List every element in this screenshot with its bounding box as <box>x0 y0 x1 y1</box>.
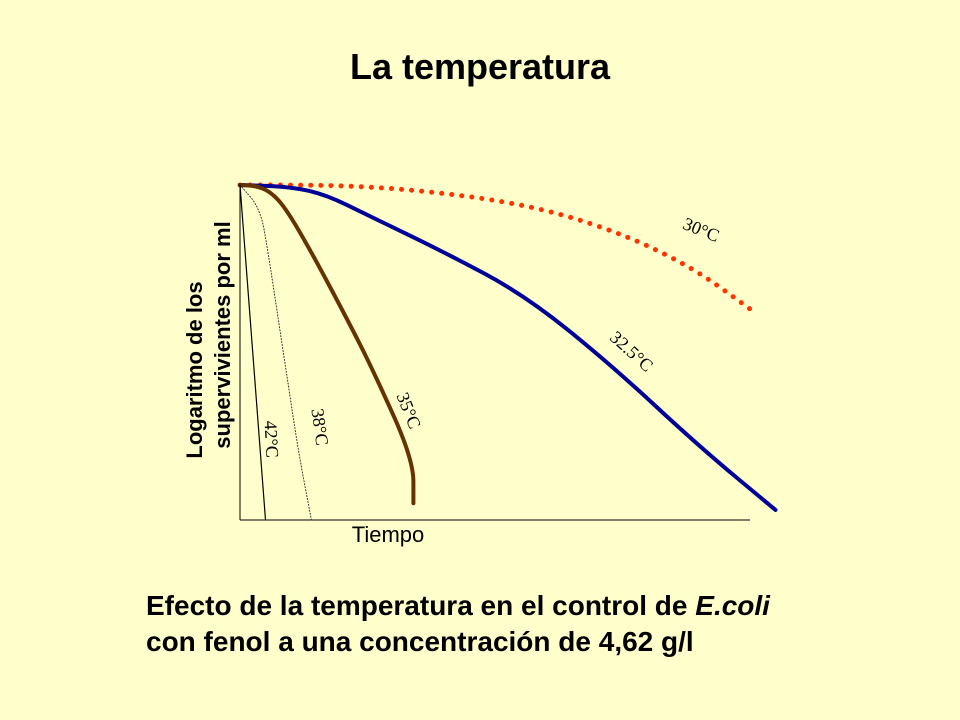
caption-text-part1: Efecto de la temperatura en el control d… <box>146 590 696 621</box>
curve-35c <box>238 183 416 506</box>
caption-organism: E.coli <box>695 590 770 621</box>
curve-label-38c: 38°C <box>307 407 332 447</box>
chart-curves <box>237 182 778 521</box>
slide-title: La temperatura <box>349 46 611 87</box>
y-axis-label-line1: Logaritmo de los <box>182 281 207 458</box>
chart-curve-labels: 30°C32.5°C35°C38°C42°C <box>261 213 723 458</box>
x-axis-label: Tiempo <box>352 522 425 547</box>
curve-38c <box>239 184 312 521</box>
y-axis-label-line2: supervivientes por ml <box>210 221 235 448</box>
curve-42c <box>239 184 267 521</box>
chart-axes <box>239 185 750 521</box>
curve-32-5c <box>238 183 778 512</box>
curve-30c <box>237 182 753 312</box>
curve-label-30c: 30°C <box>680 213 722 245</box>
caption-text-line2: con fenol a una concentración de 4,62 g/… <box>146 626 694 657</box>
slide-caption: Efecto de la temperatura en el control d… <box>146 588 906 660</box>
curve-label-42c: 42°C <box>261 420 283 458</box>
